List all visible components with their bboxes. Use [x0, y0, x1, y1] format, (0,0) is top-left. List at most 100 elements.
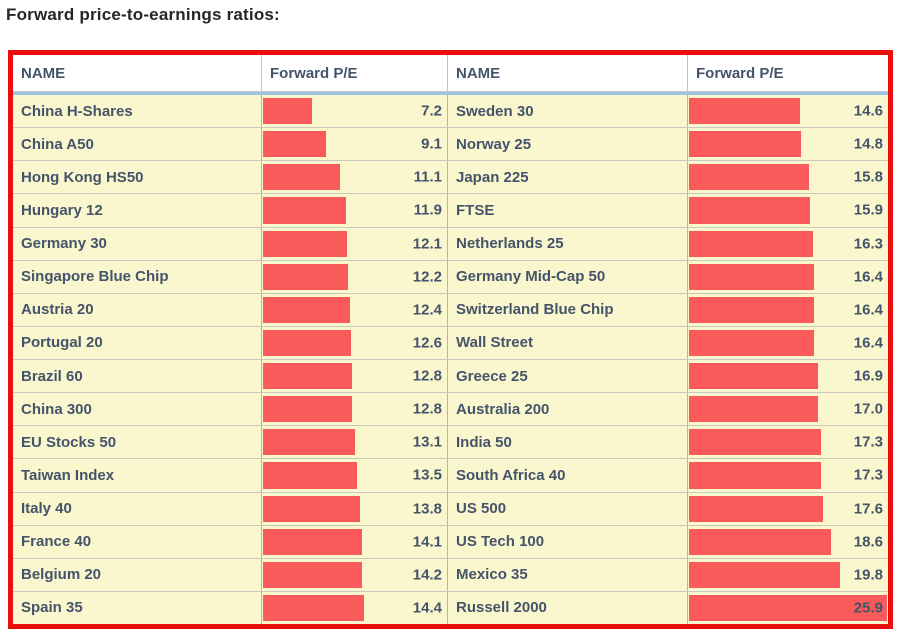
index-name: US Tech 100	[447, 525, 687, 558]
page-title: Forward price-to-earnings ratios:	[6, 5, 280, 24]
table-header: NAME Forward P/E NAME Forward P/E	[13, 55, 888, 92]
pe-value-cell: 11.9	[261, 194, 447, 227]
pe-value: 13.1	[412, 433, 442, 451]
index-name: Brazil 60	[21, 367, 83, 385]
pe-value-cell: 9.1	[261, 128, 447, 161]
pe-value: 17.3	[853, 466, 883, 484]
pe-value-cell: 17.6	[687, 492, 888, 525]
index-name: Singapore Blue Chip	[21, 268, 169, 286]
pe-value-cell: 12.1	[261, 227, 447, 260]
index-name: Japan 225	[447, 161, 687, 194]
pe-data-bar	[689, 296, 814, 323]
pe-value: 12.8	[412, 400, 442, 418]
table-row: Hong Kong HS50 11.1 Japan 225 15.8	[13, 160, 888, 194]
pe-data-bar	[263, 594, 364, 621]
pe-value-cell: 12.8	[261, 393, 447, 426]
pe-value: 16.4	[853, 268, 883, 286]
index-name: Greece 25	[447, 360, 687, 393]
pe-value-cell: 19.8	[687, 558, 888, 591]
index-name: India 50	[447, 426, 687, 459]
index-name: Hungary 12	[21, 201, 103, 219]
pe-data-bar	[689, 495, 823, 522]
table-row: EU Stocks 50 13.1 India 50 17.3	[13, 425, 888, 459]
pe-value: 12.6	[412, 334, 442, 352]
pe-value-cell: 14.6	[687, 95, 888, 128]
table-row: Singapore Blue Chip 12.2 Germany Mid-Cap 5…	[13, 259, 888, 293]
pe-data-bar	[263, 98, 313, 125]
index-name: Taiwan Index	[21, 466, 115, 484]
pe-value-cell: 14.1	[261, 525, 447, 558]
table-row: Austria 20 12.4 Switzerland Blue Chip 16.4	[13, 292, 888, 326]
table-row: China H-Shares 7.2 Sweden 30 14.6	[13, 95, 888, 128]
index-name: US 500	[447, 492, 687, 525]
pe-data-bar	[689, 429, 821, 456]
table-row: Brazil 60 12.8 Greece 25 16.9	[13, 359, 888, 393]
pe-value-cell: 12.8	[261, 360, 447, 393]
pe-value-cell: 14.2	[261, 558, 447, 591]
pe-value: 7.2	[421, 102, 442, 120]
table-row: Taiwan Index 13.5 South Africa 40 17.3	[13, 458, 888, 492]
pe-value-cell: 15.9	[687, 194, 888, 227]
index-name: Portugal 20	[21, 334, 103, 352]
pe-data-bar	[689, 363, 818, 390]
pe-data-bar	[263, 230, 348, 257]
index-name: China H-Shares	[21, 102, 133, 120]
pe-value: 13.8	[412, 500, 442, 518]
pe-value-cell: 16.9	[687, 360, 888, 393]
table-row: Hungary 12 11.9 FTSE 15.9	[13, 193, 888, 227]
index-name: Spain 35	[21, 599, 83, 617]
index-name: Belgium 20	[21, 566, 102, 584]
table-row: France 40 14.1 US Tech 100 18.6	[13, 524, 888, 558]
pe-value: 16.4	[853, 301, 883, 319]
pe-data-bar	[263, 363, 353, 390]
pe-value: 12.2	[412, 268, 442, 286]
pe-data-bar	[689, 528, 831, 555]
pe-value-cell: 13.5	[261, 459, 447, 492]
pe-data-bar	[263, 495, 360, 522]
pe-value: 17.0	[853, 400, 883, 418]
pe-data-bar	[263, 263, 349, 290]
pe-value: 14.6	[853, 102, 883, 120]
pe-data-bar	[689, 98, 800, 125]
header-name-left: NAME	[21, 64, 66, 82]
pe-data-bar	[689, 131, 802, 158]
pe-data-bar	[689, 197, 810, 224]
pe-value: 17.6	[853, 500, 883, 518]
pe-value: 16.9	[853, 367, 883, 385]
table-row: China A50 9.1 Norway 25 14.8	[13, 127, 888, 161]
pe-data-bar	[263, 329, 351, 356]
index-name: Sweden 30	[447, 95, 687, 128]
pe-value-cell: 15.8	[687, 161, 888, 194]
pe-value: 18.6	[853, 533, 883, 551]
index-name: Netherlands 25	[447, 227, 687, 260]
table-row: Italy 40 13.8 US 500 17.6	[13, 491, 888, 525]
pe-value: 16.4	[853, 334, 883, 352]
pe-data-bar	[263, 197, 346, 224]
pe-data-bar	[689, 263, 814, 290]
pe-data-bar	[263, 296, 350, 323]
pe-value-cell: 14.4	[261, 591, 447, 624]
table-row: Spain 35 14.4 Russell 2000 25.9	[13, 590, 888, 624]
pe-data-bar	[263, 528, 362, 555]
pe-value: 12.4	[412, 301, 442, 319]
index-name: Russell 2000	[447, 591, 687, 624]
pe-value-cell: 7.2	[261, 95, 447, 128]
index-name: China 300	[21, 400, 92, 418]
pe-value: 19.8	[853, 566, 883, 584]
index-name: Switzerland Blue Chip	[447, 293, 687, 326]
index-name: Italy 40	[21, 500, 72, 518]
index-name: Hong Kong HS50	[21, 168, 144, 186]
pe-value-cell: 16.4	[687, 293, 888, 326]
pe-value-cell: 14.8	[687, 128, 888, 161]
pe-value-cell: 11.1	[261, 161, 447, 194]
pe-value: 12.1	[412, 235, 442, 253]
pe-data-bar	[689, 561, 840, 588]
pe-data-bar	[689, 329, 814, 356]
pe-data-bar	[689, 594, 887, 621]
table-body: China H-Shares 7.2 Sweden 30 14.6 China A50 9…	[13, 95, 888, 624]
pe-data-bar	[689, 164, 809, 191]
index-name: Norway 25	[447, 128, 687, 161]
pe-value: 25.9	[853, 599, 883, 617]
pe-data-bar	[689, 230, 813, 257]
table-row: China 300 12.8 Australia 200 17.0	[13, 392, 888, 426]
